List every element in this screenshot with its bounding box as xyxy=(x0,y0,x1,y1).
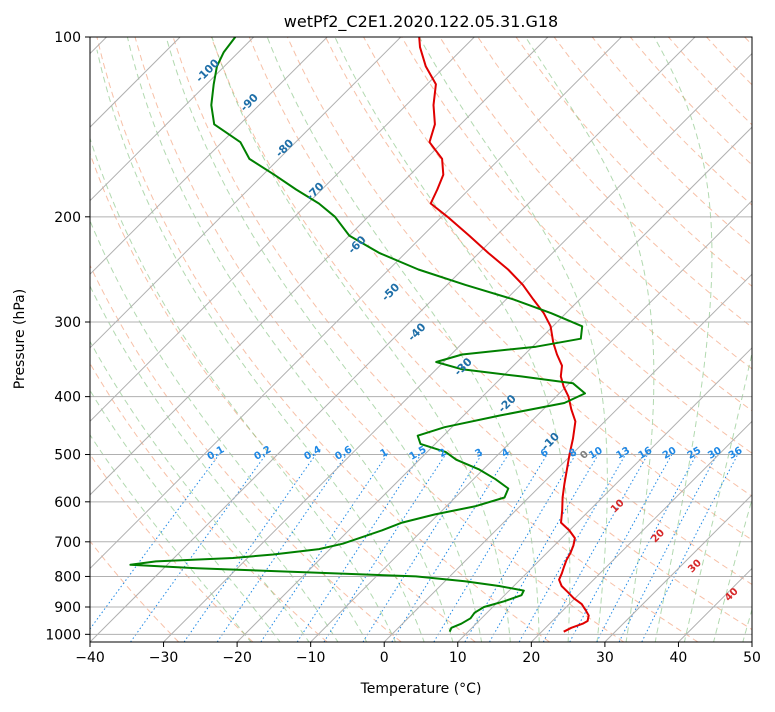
mixing-ratio-line xyxy=(363,455,482,643)
mixing-ratio-label: 10 xyxy=(587,445,605,462)
moist-adiabat xyxy=(267,37,539,643)
isotherm-line xyxy=(90,37,695,642)
x-tick-label: −10 xyxy=(296,650,326,666)
isotherm-line xyxy=(164,37,769,642)
x-tick-label: 20 xyxy=(522,650,540,666)
y-tick-label: 400 xyxy=(54,390,81,406)
y-tick-label: 600 xyxy=(54,495,81,511)
x-axis-label: Temperature (°C) xyxy=(360,681,482,697)
y-tick-label: 500 xyxy=(54,448,81,464)
mixing-ratio-label: 0.1 xyxy=(206,444,227,462)
y-tick-label: 100 xyxy=(54,30,81,46)
y-axis-label: Pressure (hPa) xyxy=(12,289,28,389)
isotherm-label: -70 xyxy=(303,179,326,202)
isotherm-line xyxy=(605,37,775,642)
isotherm-line xyxy=(458,37,775,642)
x-tick-label: −30 xyxy=(149,650,179,666)
mixing-ratio-line xyxy=(324,455,446,643)
x-tick-label: 10 xyxy=(449,650,467,666)
x-tick-label: 40 xyxy=(670,650,688,666)
dry-adiabat xyxy=(668,37,775,642)
mixing-ratio-line xyxy=(81,455,220,643)
moist-adiabat xyxy=(713,37,775,643)
dewpoint-line xyxy=(130,37,585,632)
mixing-ratio-label: 1.5 xyxy=(408,444,429,462)
isotherm-line xyxy=(0,37,254,642)
mixing-ratio-label: 0.6 xyxy=(333,444,354,462)
x-tick-label: 50 xyxy=(743,650,761,666)
dry-adiabat xyxy=(592,37,775,642)
dry-adiabat xyxy=(630,37,775,642)
dry-adiabat xyxy=(707,37,775,642)
isotherm-line xyxy=(0,37,401,642)
y-tick-label: 800 xyxy=(54,569,81,585)
mixing-ratio-line xyxy=(297,455,421,643)
mixing-ratio-label: 4 xyxy=(500,447,512,460)
moist-adiabat-label: 40 xyxy=(723,586,741,604)
dry-adiabat xyxy=(745,37,775,642)
mixing-ratio-label: 13 xyxy=(614,445,632,462)
mixing-ratio-label: 0.2 xyxy=(252,444,273,462)
dry-adiabat xyxy=(173,37,698,642)
moist-adiabat xyxy=(743,37,775,643)
isotherm-label: -100 xyxy=(193,56,222,85)
x-tick-label: −40 xyxy=(75,650,105,666)
x-tick-label: 30 xyxy=(596,650,614,666)
y-tick-label: 700 xyxy=(54,535,81,551)
moist-adiabat xyxy=(684,37,775,643)
moist-adiabat xyxy=(0,175,252,644)
mixing-ratio-label: 1 xyxy=(379,447,391,460)
isotherm-label: -80 xyxy=(273,136,296,159)
moist-adiabat-label: 10 xyxy=(609,498,627,516)
mixing-ratio-label: 0.4 xyxy=(302,444,323,462)
moist-adiabat-label: 30 xyxy=(686,558,704,576)
temperature-line xyxy=(419,37,589,632)
dry-adiabat xyxy=(0,37,253,642)
dry-adiabat xyxy=(97,37,550,642)
moist-adiabat xyxy=(654,37,712,643)
moist-adiabat xyxy=(335,37,570,643)
background-lines xyxy=(0,37,775,643)
moist-adiabat-label: 20 xyxy=(649,528,667,546)
x-tick-label: 0 xyxy=(380,650,389,666)
mixing-ratio-label: 20 xyxy=(661,445,679,462)
moist-adiabat xyxy=(419,37,607,643)
mixing-ratio-line xyxy=(131,455,266,643)
x-tick-label: −20 xyxy=(222,650,252,666)
isotherm-line xyxy=(678,37,775,642)
moist-adiabat xyxy=(97,50,425,644)
isotherm-line xyxy=(16,37,621,642)
mixing-ratio-label: 3 xyxy=(473,447,485,460)
y-tick-label: 300 xyxy=(54,315,81,331)
chart-title: wetPf2_C2E1.2020.122.05.31.G18 xyxy=(284,12,558,32)
y-tick-label: 1000 xyxy=(45,627,81,643)
mixing-ratio-line xyxy=(619,455,717,643)
mixing-ratio-line xyxy=(570,455,672,643)
mixing-ratio-label: 36 xyxy=(727,445,745,462)
isotherm-line xyxy=(752,37,775,642)
dry-adiabat xyxy=(440,37,775,642)
y-tick-label: 900 xyxy=(54,600,81,616)
mixing-ratio-line xyxy=(434,455,547,643)
mixing-ratio-label: 25 xyxy=(686,445,704,462)
y-tick-label: 200 xyxy=(54,210,81,226)
data-lines xyxy=(130,37,588,632)
moist-adiabat xyxy=(30,115,339,643)
mixing-ratio-line xyxy=(597,455,697,643)
isotherm-label: -30 xyxy=(452,355,475,378)
mixing-ratio-label: 30 xyxy=(706,445,724,462)
